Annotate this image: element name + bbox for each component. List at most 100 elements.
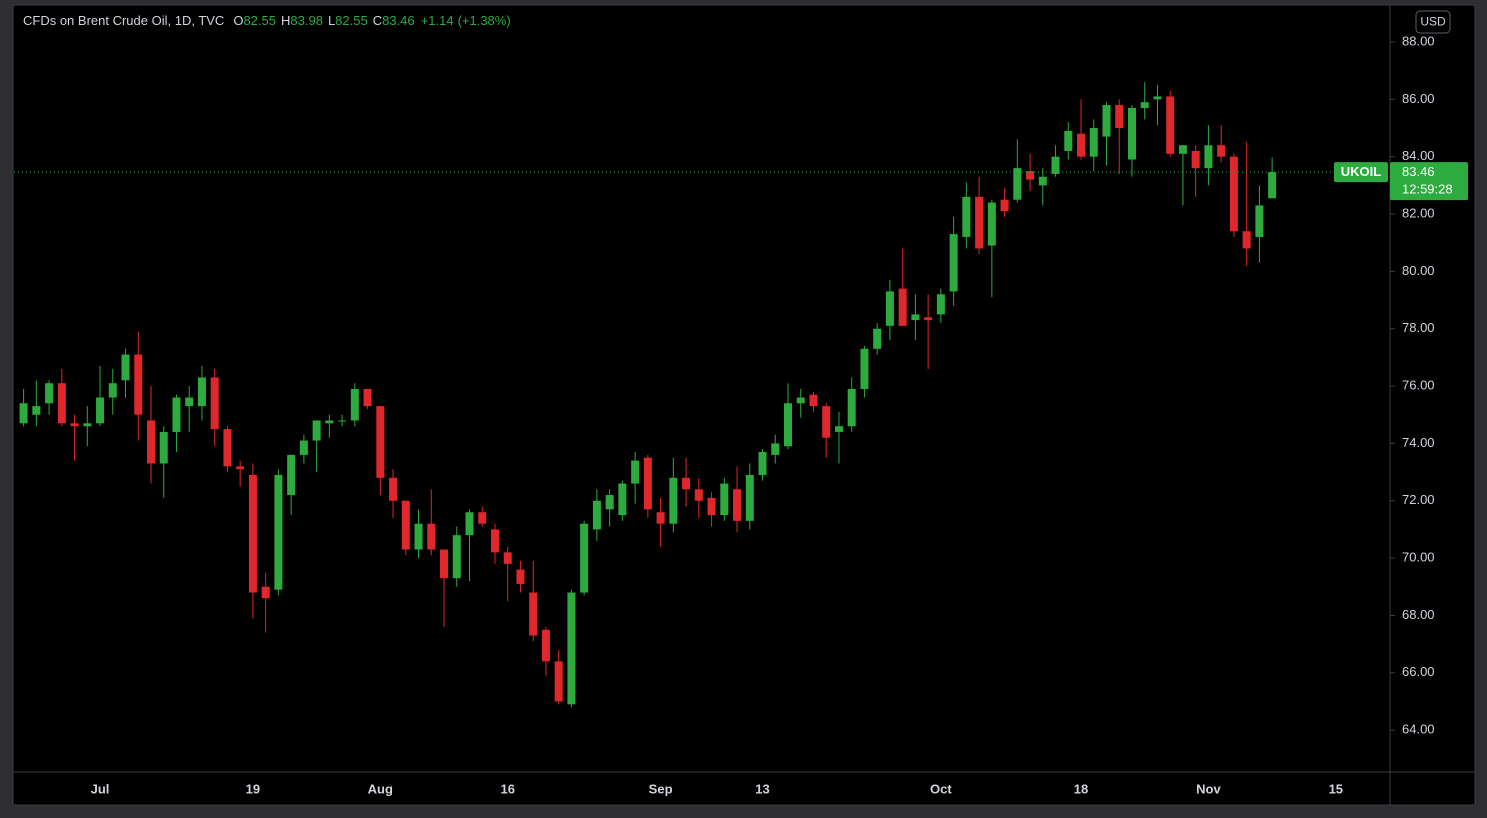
candle-body <box>1038 176 1047 186</box>
symbol-label: UKOIL <box>1341 164 1382 179</box>
candle-body <box>720 483 729 516</box>
candle-body <box>975 196 984 249</box>
candle-body <box>45 383 54 404</box>
x-tick-label: 19 <box>246 781 260 796</box>
candle-body <box>1166 96 1175 154</box>
ohlc-value: 83.98 <box>290 13 323 28</box>
candle-body <box>1191 150 1200 169</box>
candle-body <box>873 328 882 349</box>
candle-body <box>541 629 550 662</box>
candle-body <box>516 569 525 584</box>
currency-button[interactable] <box>1415 10 1451 34</box>
candle-body <box>911 314 920 321</box>
candle-body <box>1153 96 1162 100</box>
candle-body <box>465 512 474 536</box>
candle-body <box>529 592 538 636</box>
chart-panel <box>12 4 1476 806</box>
candle-body <box>478 512 487 524</box>
candle-body <box>1026 171 1035 180</box>
candle-body <box>898 288 907 326</box>
ohlc-key: C <box>373 13 382 28</box>
candle-body <box>1140 102 1149 108</box>
candle-body <box>83 423 92 427</box>
y-tick-label: 76.00 <box>1402 378 1435 393</box>
candle-body <box>274 474 283 590</box>
x-tick-label: Aug <box>368 781 393 796</box>
candle-body <box>312 420 321 441</box>
candle-body <box>1013 168 1022 200</box>
candle-body <box>363 388 372 407</box>
candle-body <box>427 523 436 550</box>
candle-body <box>809 394 818 407</box>
y-tick-label: 68.00 <box>1402 607 1435 622</box>
y-tick-label: 82.00 <box>1402 205 1435 220</box>
header-title: CFDs on Brent Crude Oil, 1D, TVC <box>23 13 224 28</box>
candle-body <box>860 348 869 389</box>
y-tick-label: 70.00 <box>1402 550 1435 565</box>
candle-body <box>1204 145 1213 169</box>
candle-body <box>758 452 767 475</box>
candle-body <box>350 388 359 421</box>
candle-body <box>440 549 449 579</box>
ohlc-value: 82.55 <box>243 13 276 28</box>
change-percent: (+1.38%) <box>458 13 511 28</box>
y-tick-label: 64.00 <box>1402 722 1435 737</box>
ohlc-value: 82.55 <box>335 13 368 28</box>
candle-body <box>57 383 66 424</box>
candle-body <box>656 512 665 524</box>
candle-body <box>159 431 168 464</box>
candle-body <box>96 397 105 424</box>
currency[interactable]: USD <box>1420 15 1446 29</box>
y-tick-label: 66.00 <box>1402 664 1435 679</box>
candle-body <box>796 397 805 404</box>
x-tick-label: 16 <box>500 781 514 796</box>
symbol-badge <box>1334 162 1388 183</box>
candle-body <box>1268 172 1277 199</box>
candle-body <box>147 420 155 464</box>
y-tick-label: 74.00 <box>1402 435 1435 450</box>
ohlc-key: H <box>281 13 290 28</box>
candle-body <box>1051 156 1060 174</box>
candle-body <box>707 497 716 516</box>
candle-body <box>567 592 576 705</box>
candle-body <box>490 529 499 553</box>
candle-body <box>261 586 270 599</box>
x-tick-label: 18 <box>1074 781 1088 796</box>
candle-body <box>771 443 780 455</box>
candle-body <box>172 397 181 432</box>
candle-body <box>325 420 334 424</box>
candle-body <box>452 535 461 579</box>
candle-body <box>108 383 117 398</box>
x-tick-label: Sep <box>649 781 673 796</box>
candle-body <box>121 354 130 381</box>
candle-body <box>299 440 308 455</box>
candle-body <box>618 483 627 516</box>
candle-body <box>1229 156 1238 232</box>
candle-body <box>745 474 754 521</box>
candle-body <box>885 291 894 326</box>
y-tick-label: 78.00 <box>1402 320 1435 335</box>
candle-body <box>70 423 79 427</box>
candle-body <box>134 354 143 415</box>
candle-body <box>592 500 601 530</box>
header: CFDs on Brent Crude Oil, 1D, TVC O82.55 H8… <box>23 13 511 28</box>
candle-body <box>1077 133 1086 157</box>
candle-body <box>32 406 41 415</box>
candle-body <box>784 403 792 447</box>
candle-body <box>1064 130 1073 151</box>
candle-body <box>669 477 678 524</box>
y-tick-label: 72.00 <box>1402 492 1435 507</box>
candle-body <box>236 466 245 470</box>
y-tick-label: 86.00 <box>1402 91 1435 106</box>
x-tick-label: 15 <box>1329 781 1343 796</box>
candle-body <box>338 420 347 422</box>
candle-body <box>924 317 933 321</box>
candle-body <box>1089 128 1098 157</box>
candle-body <box>1127 107 1136 160</box>
candle-body <box>185 397 194 407</box>
x-tick-label: 13 <box>755 781 769 796</box>
candle-body <box>401 500 410 550</box>
candle-body <box>223 429 232 467</box>
candle-body <box>822 406 831 438</box>
